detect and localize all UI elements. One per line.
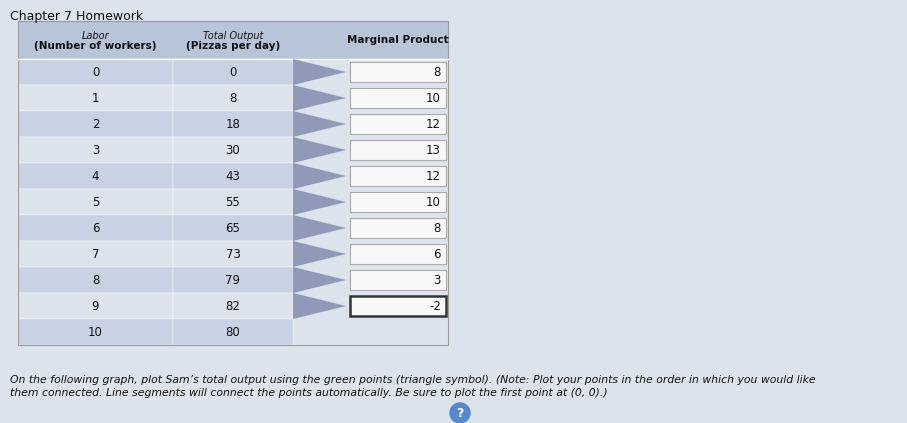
Text: 18: 18 [226,118,240,131]
Bar [350,62,446,82]
Text: them connected. Line segments will connect the points automatically. Be sure to : them connected. Line segments will conne… [10,388,608,398]
Bar [173,189,293,215]
Bar [173,85,293,111]
Text: 9: 9 [92,299,99,313]
Text: 80: 80 [226,326,240,338]
Text: 7: 7 [92,247,99,261]
Text: 82: 82 [226,299,240,313]
Bar [18,21,448,59]
Text: 10: 10 [426,91,441,104]
Polygon shape [293,267,346,293]
Bar [18,293,173,319]
Bar [18,267,173,293]
Polygon shape [293,189,346,215]
Text: -2: -2 [429,299,441,313]
Text: 6: 6 [434,247,441,261]
Bar [173,293,293,319]
Polygon shape [293,163,346,189]
Bar [173,215,293,241]
Text: 10: 10 [88,326,102,338]
Text: 43: 43 [226,170,240,182]
Bar [350,218,446,238]
Text: 73: 73 [226,247,240,261]
Polygon shape [293,111,346,137]
Bar [350,270,446,290]
Text: Marginal Product: Marginal Product [347,35,449,45]
Text: 0: 0 [92,66,99,79]
Text: 8: 8 [434,222,441,234]
Polygon shape [293,215,346,241]
Bar [18,163,173,189]
Bar [18,137,173,163]
Bar [18,85,173,111]
Bar [173,267,293,293]
Text: (Pizzas per day): (Pizzas per day) [186,41,280,51]
Text: 3: 3 [434,274,441,286]
Bar [18,111,173,137]
Bar [173,319,293,345]
Text: 8: 8 [434,66,441,79]
Text: On the following graph, plot Sam’s total output using the green points (triangle: On the following graph, plot Sam’s total… [10,375,815,385]
Bar [173,163,293,189]
Polygon shape [293,85,346,111]
Bar [173,241,293,267]
Bar [350,114,446,134]
Text: ?: ? [456,407,463,420]
Polygon shape [293,137,346,163]
Bar [350,296,446,316]
Text: 3: 3 [92,143,99,157]
Text: 55: 55 [226,195,240,209]
Text: 12: 12 [426,118,441,131]
Polygon shape [293,59,346,85]
Text: Total Output: Total Output [203,31,263,41]
Bar [173,111,293,137]
Bar [18,319,173,345]
Text: 30: 30 [226,143,240,157]
Text: 1: 1 [92,91,99,104]
Text: Labor: Labor [82,31,110,41]
Bar [350,192,446,212]
Text: 8: 8 [229,91,237,104]
Bar [18,189,173,215]
Text: 0: 0 [229,66,237,79]
Text: 2: 2 [92,118,99,131]
Bar [173,59,293,85]
Text: 4: 4 [92,170,99,182]
Bar [18,59,173,85]
Text: 79: 79 [226,274,240,286]
Text: 12: 12 [426,170,441,182]
Text: 8: 8 [92,274,99,286]
Text: 65: 65 [226,222,240,234]
Circle shape [450,403,470,423]
Text: Chapter 7 Homework: Chapter 7 Homework [10,10,143,23]
Bar [18,21,448,345]
Polygon shape [293,241,346,267]
Bar [18,215,173,241]
Polygon shape [293,293,346,319]
Text: 13: 13 [426,143,441,157]
Text: 6: 6 [92,222,99,234]
Text: (Number of workers): (Number of workers) [34,41,157,51]
Text: 10: 10 [426,195,441,209]
Bar [350,88,446,108]
Bar [350,140,446,160]
Bar [350,244,446,264]
Bar [350,166,446,186]
Text: 5: 5 [92,195,99,209]
Bar [18,241,173,267]
Bar [173,137,293,163]
